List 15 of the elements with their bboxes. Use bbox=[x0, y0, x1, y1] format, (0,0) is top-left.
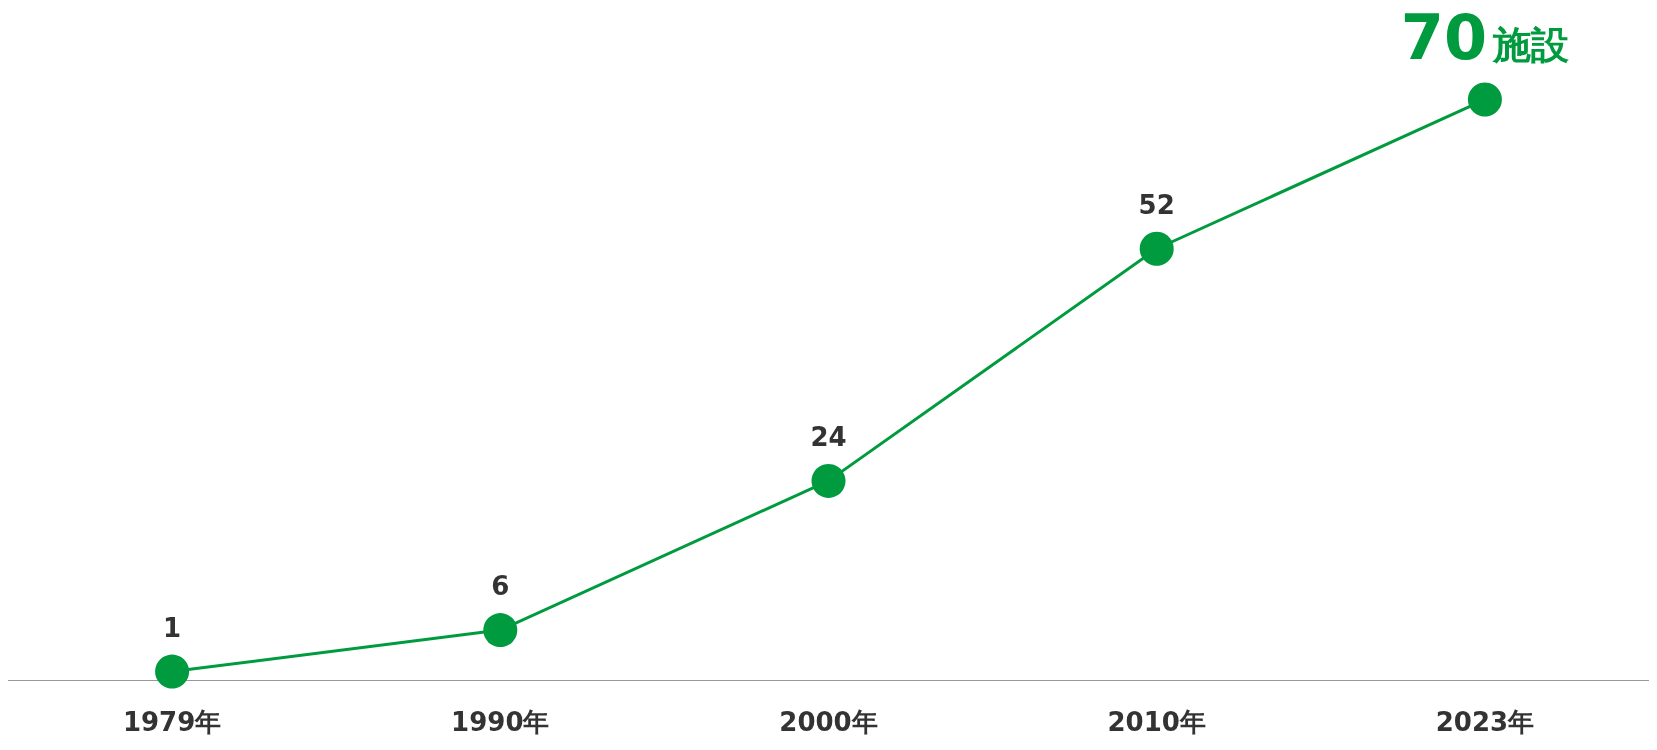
x-tick-label: 2010年 bbox=[1107, 707, 1206, 737]
point bbox=[1139, 231, 1174, 266]
x-tick-label: 2023年 bbox=[1435, 707, 1535, 737]
point bbox=[811, 463, 846, 498]
data-label: 6 bbox=[491, 571, 510, 602]
point bbox=[1467, 82, 1502, 117]
point bbox=[155, 654, 190, 689]
data-label: 52 bbox=[1138, 189, 1175, 220]
data-label: 1 bbox=[163, 612, 182, 643]
data-label: 24 bbox=[810, 421, 847, 452]
x-tick-label: 1979年 bbox=[122, 707, 222, 737]
x-tick-label: 1990年 bbox=[451, 707, 550, 737]
data-label: 70施設 bbox=[1400, 1, 1570, 75]
point bbox=[483, 613, 518, 648]
x-tick-label: 2000年 bbox=[779, 707, 878, 737]
